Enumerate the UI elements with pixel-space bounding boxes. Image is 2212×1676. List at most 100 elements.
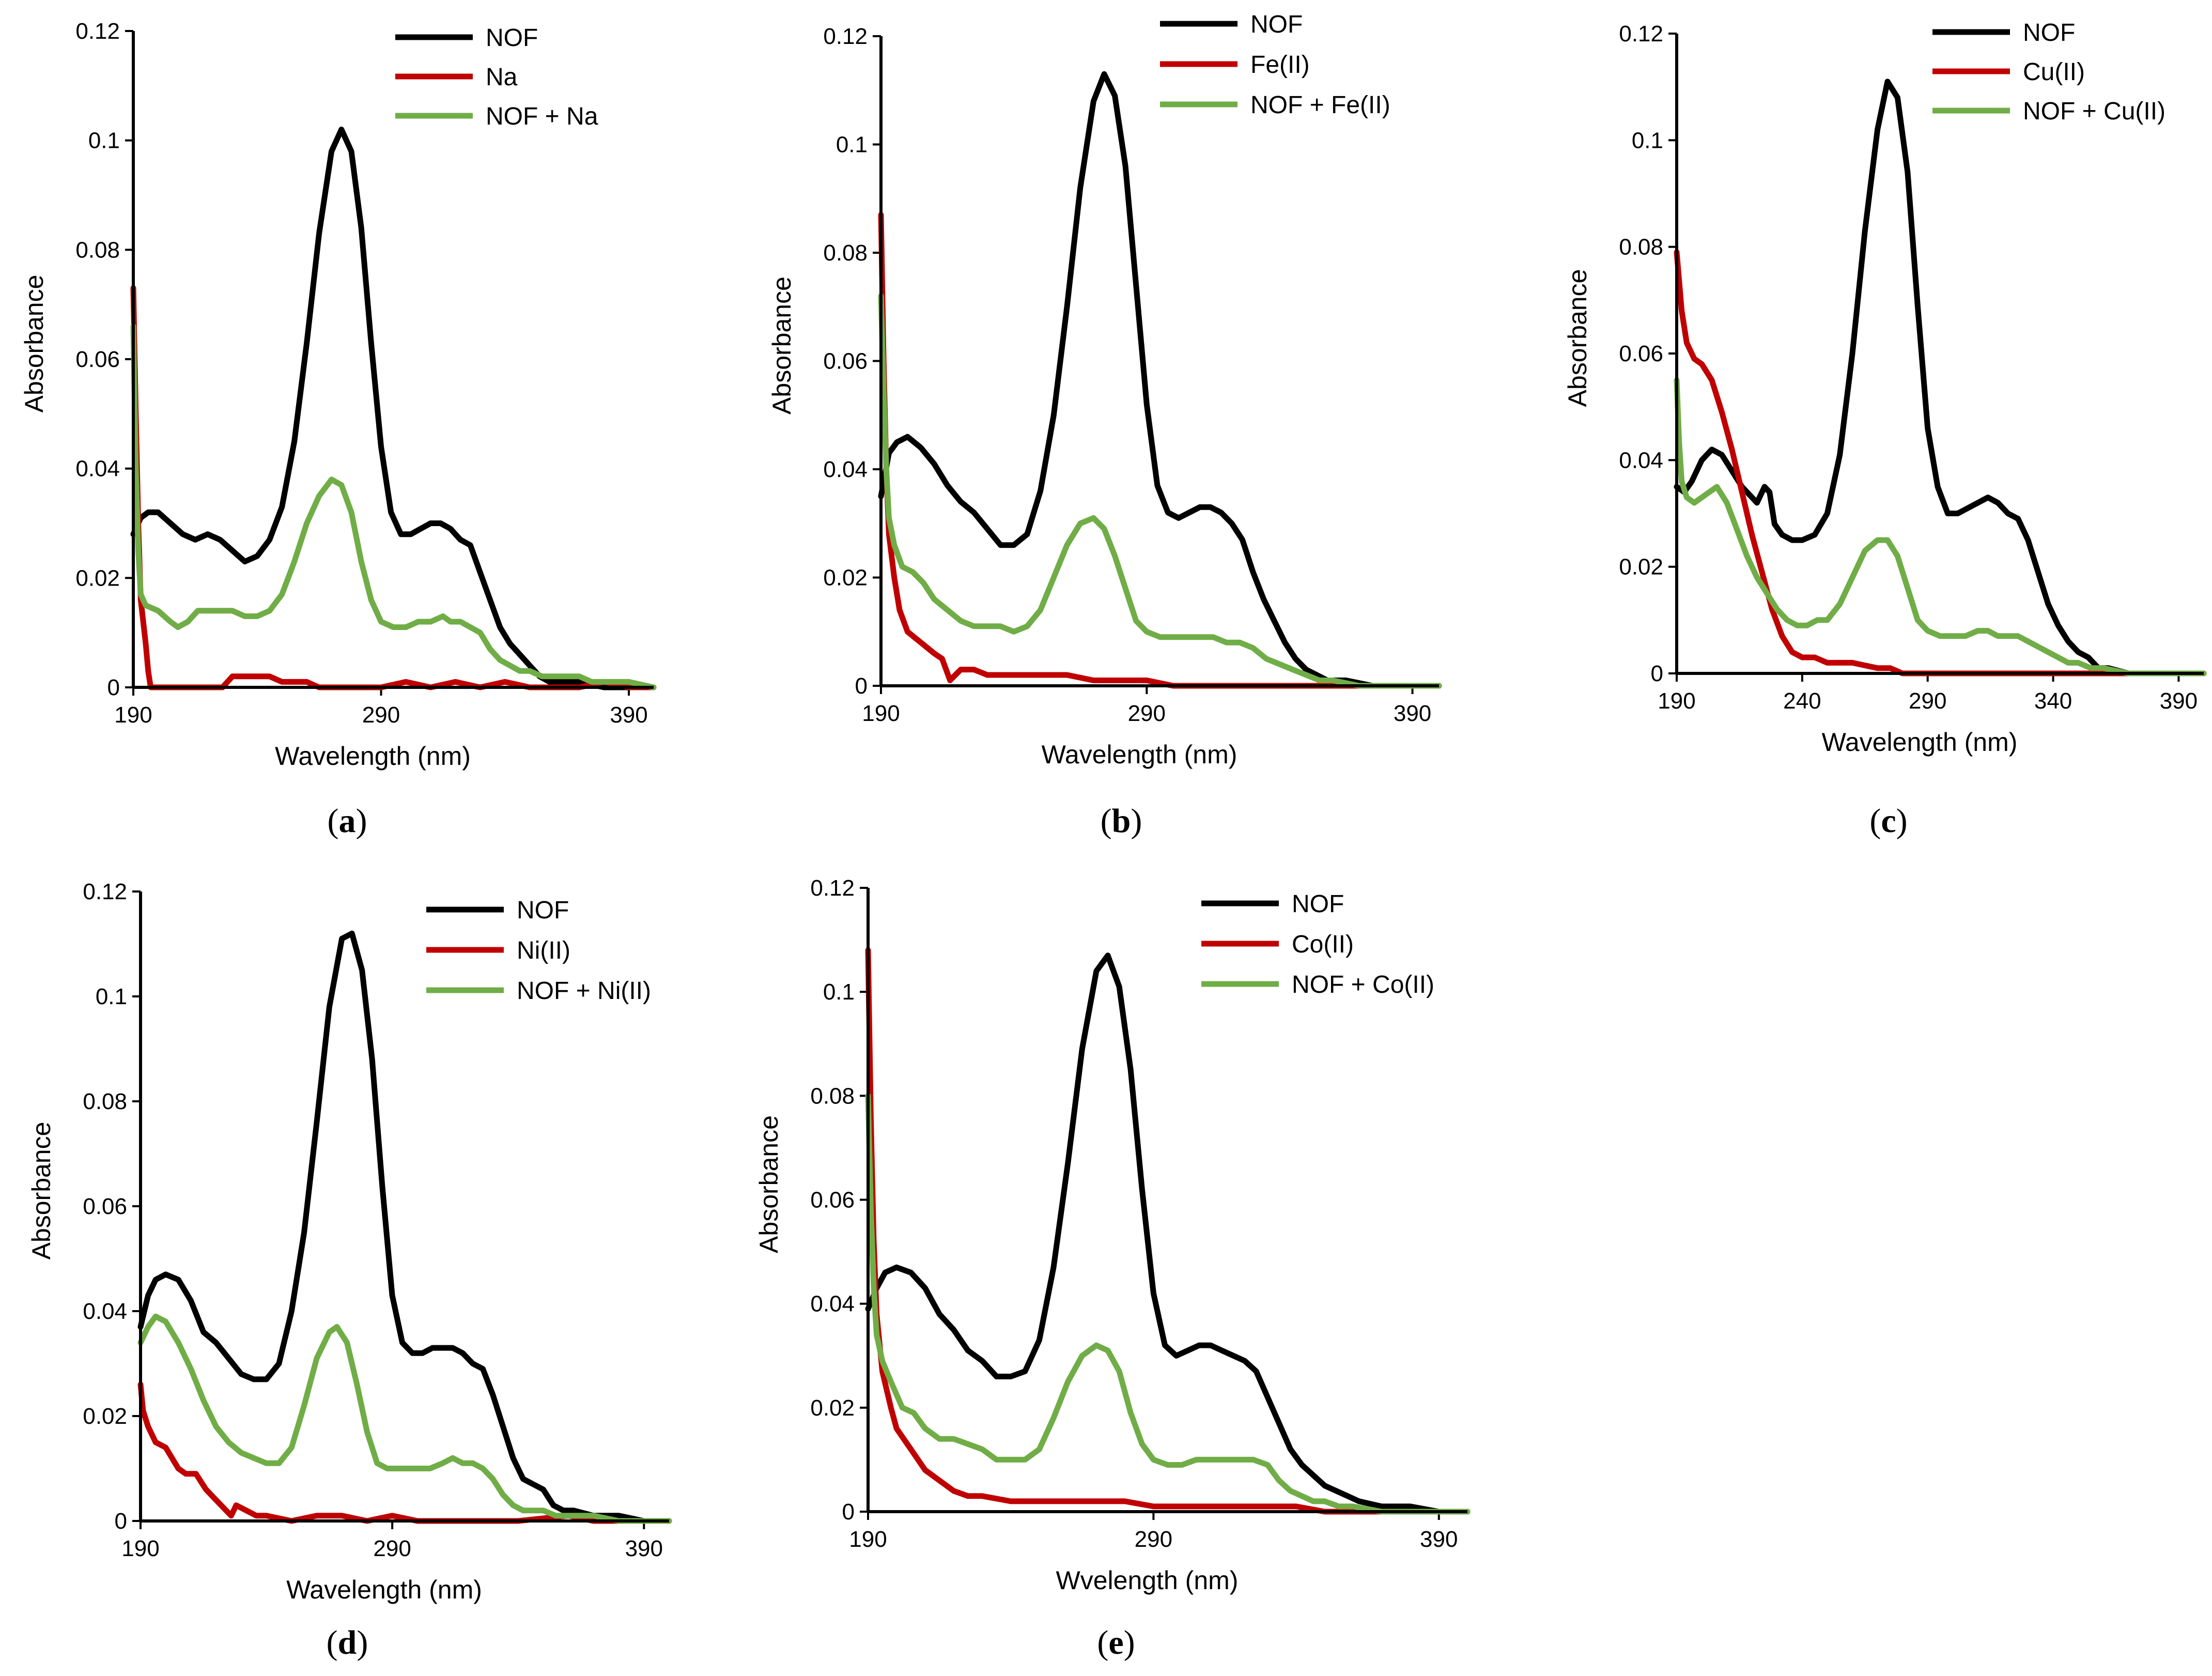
legend-label: NOF + Fe(II): [1250, 91, 1390, 119]
x-axis-title: Wavelength (nm): [275, 742, 471, 771]
y-tick-label: 0: [1651, 661, 1663, 686]
x-axis-title: Wavelength (nm): [286, 1575, 482, 1604]
series-line-cu-ii: [1674, 249, 2207, 676]
panel-caption-letter: c: [1881, 802, 1896, 840]
y-tick-label: 0.02: [75, 565, 120, 591]
y-tick-label: 0.08: [1619, 235, 1663, 260]
y-tick-label: 0.08: [810, 1083, 855, 1109]
panel-caption: (d): [327, 1624, 368, 1662]
x-tick-label: 290: [373, 1536, 411, 1561]
x-tick-label: 190: [849, 1527, 887, 1552]
legend-label: NOF: [1292, 890, 1344, 918]
chart-panel-d: 0 0.02 0.04 0.06 0.08 0.1 0.12 190 290 390 Wavelen…: [27, 879, 672, 1662]
x-tick-label: 390: [610, 702, 647, 728]
y-tick-label: 0.02: [823, 565, 868, 591]
x-tick-label: 290: [362, 702, 400, 728]
y-tick-label: 0.06: [1619, 341, 1663, 366]
series-line-nof: [1674, 79, 2207, 676]
y-tick-label: 0.1: [88, 128, 120, 153]
y-tick-label: 0.06: [823, 349, 868, 374]
y-tick-label: 0.12: [83, 879, 127, 904]
y-tick-label: 0.02: [83, 1404, 127, 1429]
y-tick-label: 0.02: [810, 1395, 855, 1421]
y-tick-label: 0: [842, 1499, 855, 1525]
x-tick-label: 190: [114, 702, 152, 728]
legend-label: NOF: [1250, 11, 1303, 38]
y-tick-label: 0: [107, 675, 120, 700]
series-line-ni-ii: [137, 1381, 672, 1524]
chart-panel-a: 0 0.02 0.04 0.06 0.08 0.1 0.12 190 290 390 Wavelen…: [20, 19, 657, 840]
y-tick-label: 0.12: [823, 24, 868, 49]
y-tick-label: 0.08: [75, 237, 120, 263]
x-tick-label: 340: [2034, 688, 2072, 714]
x-tick-label: 240: [1783, 688, 1821, 714]
legend-label: NOF + Cu(II): [2023, 98, 2165, 125]
panel-caption-letter: b: [1112, 802, 1131, 840]
y-axis-title: Absorbance: [1563, 269, 1592, 407]
y-tick-label: 0.04: [1619, 448, 1663, 473]
series-line-nof-co-ii: [865, 1093, 1471, 1515]
y-axis-title: Absorbance: [27, 1122, 56, 1260]
y-tick-label: 0.1: [96, 984, 127, 1009]
y-tick-label: 0.02: [1619, 555, 1663, 580]
y-tick-label: 0.12: [1619, 21, 1663, 47]
legend-label: NOF: [486, 24, 538, 52]
series-line-nof-na: [130, 324, 657, 690]
series-line-nof-fe-ii: [878, 293, 1442, 689]
y-tick-label: 0.08: [823, 240, 868, 266]
series-line-co-ii: [865, 947, 1471, 1515]
y-tick-label: 0.1: [836, 132, 868, 158]
x-tick-label: 390: [1394, 701, 1431, 726]
y-tick-label: 0.04: [810, 1291, 855, 1317]
legend-label: NOF: [2023, 19, 2075, 47]
y-tick-label: 0.06: [75, 347, 120, 372]
y-tick-label: 0.06: [83, 1194, 127, 1219]
panel-caption-letter: e: [1108, 1624, 1123, 1662]
y-tick-label: 0.12: [810, 875, 855, 901]
y-axis-title: Absorbance: [754, 1115, 783, 1253]
panel-caption: (e): [1097, 1624, 1135, 1662]
legend-label: Ni(II): [517, 937, 570, 964]
series-line-nof-cu-ii: [1674, 377, 2207, 676]
x-tick-label: 290: [1135, 1527, 1172, 1552]
y-tick-label: 0.04: [75, 456, 120, 482]
y-tick-label: 0.1: [823, 979, 855, 1005]
x-tick-label: 390: [625, 1536, 663, 1561]
legend-label: NOF + Ni(II): [517, 977, 651, 1005]
x-tick-label: 190: [862, 701, 900, 726]
x-tick-label: 190: [1658, 688, 1695, 714]
panel-caption-letter: d: [338, 1624, 357, 1662]
legend-label: NOF: [517, 897, 569, 924]
y-axis-title: Absorbance: [20, 275, 49, 413]
x-axis-title: Wavelength (nm): [1042, 740, 1238, 769]
legend-label: Co(II): [1292, 931, 1354, 958]
chart-panel-e: 0 0.02 0.04 0.06 0.08 0.1 0.12 190 290 390 Wveleng…: [754, 875, 1471, 1662]
x-tick-label: 190: [121, 1536, 159, 1561]
x-tick-label: 390: [2160, 688, 2198, 714]
y-axis-title: Absorbance: [767, 276, 796, 414]
y-tick-label: 0.12: [75, 19, 120, 44]
y-tick-label: 0: [855, 673, 868, 699]
chart-panel-c: 0 0.02 0.04 0.06 0.08 0.1 0.12 190 240 290 340 390 W…: [1563, 19, 2207, 840]
y-tick-label: 0.04: [823, 457, 868, 482]
legend-label: Na: [486, 64, 518, 91]
y-tick-label: 0.04: [83, 1299, 127, 1324]
series-line-nof: [865, 952, 1471, 1515]
legend-label: Cu(II): [2023, 58, 2085, 86]
series-line-nof: [137, 930, 672, 1524]
series-line-nof-ni-ii: [137, 1313, 672, 1524]
legend-label: Fe(II): [1250, 51, 1310, 79]
y-tick-label: 0.06: [810, 1188, 855, 1213]
x-axis-title: Wavelength (nm): [1822, 728, 2018, 757]
panel-caption: (a): [328, 802, 367, 840]
x-tick-label: 390: [1420, 1527, 1458, 1552]
series-line-fe-ii: [878, 212, 1442, 689]
chart-panel-b: 0 0.02 0.04 0.06 0.08 0.1 0.12 190 290 390 Wavelen…: [767, 11, 1442, 840]
legend-label: NOF + Na: [486, 103, 598, 130]
y-tick-label: 0.1: [1632, 128, 1663, 153]
x-axis-title: Wvelength (nm): [1056, 1566, 1239, 1595]
legend-label: NOF + Co(II): [1292, 971, 1434, 998]
x-tick-label: 290: [1128, 701, 1166, 726]
series-line-nof: [130, 127, 657, 690]
